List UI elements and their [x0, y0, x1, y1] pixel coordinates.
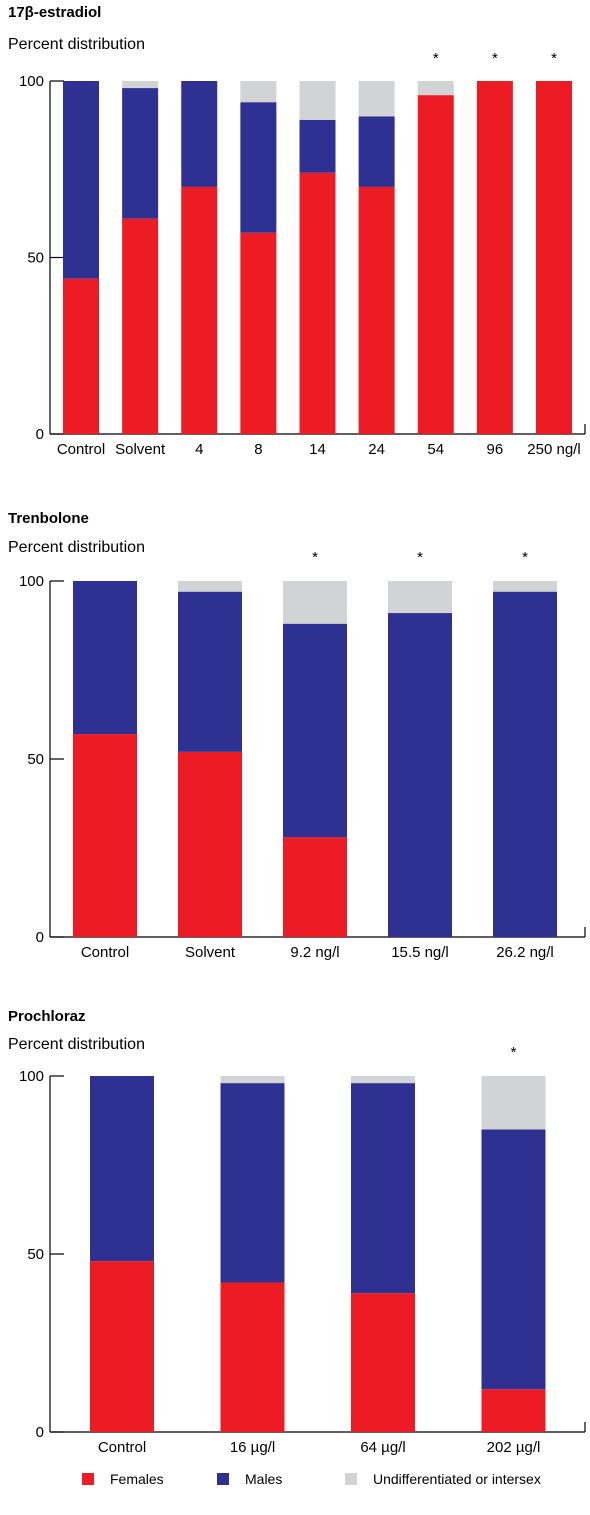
x-tick-label: 16 µg/l [230, 1439, 275, 1456]
x-tick-label: Control [98, 1439, 146, 1456]
bar-segment-undiff [388, 581, 452, 614]
y-tick-label: 0 [36, 426, 44, 443]
x-tick-label: 64 µg/l [360, 1439, 405, 1456]
bar-segment-males [178, 591, 242, 752]
bar-segment-undiff [283, 581, 347, 624]
bar-segment-females [536, 81, 572, 434]
y-tick-label: 100 [19, 1068, 44, 1085]
x-tick-label: 8 [254, 441, 262, 458]
bar-segment-undiff [417, 81, 454, 96]
x-tick-label: 54 [427, 441, 444, 458]
significance-star: * [417, 549, 423, 566]
x-tick-label: Control [57, 441, 105, 458]
bar-segment-males [220, 1083, 285, 1283]
bar-segment-females [351, 1293, 415, 1432]
y-tick-label: 50 [27, 1246, 44, 1263]
x-tick-label: 250 ng/l [527, 441, 580, 458]
x-tick-label: 14 [309, 441, 326, 458]
bar-segment-females [240, 232, 277, 434]
x-tick-label: 15.5 ng/l [391, 944, 449, 961]
bar-segment-males [493, 591, 557, 937]
bar-segment-males [240, 102, 277, 233]
bar-segment-males [63, 81, 99, 279]
legend: Females Males Undifferentiated or inters… [0, 1465, 590, 1495]
trenbolone-chart: 0 50 100 Control Solvent 9.2 ng/l * 15.5 ng/l * 2… [19, 549, 586, 961]
bar-segment-females [63, 278, 99, 434]
x-tick-label: 202 µg/l [487, 1439, 541, 1456]
bar-segment-females [73, 734, 137, 937]
bar-segment-females [481, 1389, 546, 1432]
significance-star: * [522, 549, 528, 566]
bar-segment-females [90, 1261, 154, 1432]
legend-swatch-undiff [345, 1473, 357, 1485]
significance-star: * [433, 50, 439, 67]
bar-segment-undiff [481, 1076, 546, 1130]
estradiol-chart: 0 50 100 Control Solvent 4 8 14 24 54 * 96 * 250 ng/l… [19, 50, 586, 458]
x-tick-label: 26.2 ng/l [496, 944, 554, 961]
legend-swatch-males [217, 1473, 229, 1485]
y-tick-label: 0 [36, 1424, 44, 1441]
bar-segment-males [181, 81, 218, 187]
x-tick-label: 96 [487, 441, 504, 458]
bar-segment-females [299, 172, 336, 434]
bar-segment-undiff [493, 581, 557, 592]
bar-segment-females [181, 186, 218, 434]
legend-item-males: Males [217, 1471, 282, 1487]
legend-swatch-females [82, 1473, 94, 1485]
legend-label-females: Females [110, 1471, 164, 1487]
bar-segment-females [476, 81, 513, 434]
panel-title-prochloraz: Prochloraz [8, 1008, 86, 1025]
bar-segment-females [178, 751, 242, 937]
legend-item-undiff: Undifferentiated or intersex [345, 1471, 541, 1487]
significance-star: * [511, 1044, 517, 1061]
bar-segment-males [388, 613, 452, 937]
bar-segment-males [283, 623, 347, 838]
y-axis-label-prochloraz: Percent distribution [8, 1036, 145, 1053]
bar-segment-males [73, 581, 137, 735]
bar-segment-undiff [240, 81, 277, 103]
bar-segment-males [358, 116, 395, 187]
prochloraz-chart: 0 50 100 Control 16 µg/l 64 µg/l 202 µg/l * [19, 1044, 586, 1456]
bar-segment-undiff [122, 81, 159, 89]
y-tick-label: 100 [19, 73, 44, 90]
x-tick-label: 24 [368, 441, 385, 458]
panel-title-estradiol: 17β-estradiol [8, 4, 102, 21]
x-tick-label: Control [81, 944, 129, 961]
legend-item-females: Females [82, 1471, 164, 1487]
x-tick-label: Solvent [115, 441, 166, 458]
bar-segment-females [417, 95, 454, 434]
bar-segment-undiff [178, 581, 242, 592]
bar-segment-females [358, 186, 395, 434]
significance-star: * [551, 50, 557, 67]
x-tick-label: Solvent [185, 944, 236, 961]
bar-segment-males [351, 1083, 415, 1294]
significance-star: * [492, 50, 498, 67]
significance-star: * [312, 549, 318, 566]
y-tick-label: 50 [27, 751, 44, 768]
legend-label-males: Males [245, 1471, 283, 1487]
bar-segment-males [481, 1129, 546, 1390]
panel-title-trenbolone: Trenbolone [8, 510, 89, 527]
bar-segment-undiff [299, 81, 336, 120]
y-tick-label: 100 [19, 573, 44, 590]
bar-segment-undiff [351, 1076, 415, 1084]
bar-segment-undiff [358, 81, 395, 117]
y-tick-label: 50 [27, 250, 44, 267]
bar-segment-females [122, 218, 159, 434]
bar-segment-females [220, 1282, 285, 1432]
y-axis-label-estradiol: Percent distribution [8, 36, 145, 53]
bar-segment-undiff [220, 1076, 285, 1084]
y-axis-label-trenbolone: Percent distribution [8, 539, 145, 556]
legend-label-undiff: Undifferentiated or intersex [373, 1471, 541, 1487]
bar-segment-males [90, 1076, 154, 1262]
x-tick-label: 4 [195, 441, 203, 458]
bar-segment-males [122, 88, 159, 219]
bar-segment-males [299, 119, 336, 173]
x-tick-label: 9.2 ng/l [290, 944, 339, 961]
bar-segment-females [283, 837, 347, 937]
y-tick-label: 0 [36, 929, 44, 946]
